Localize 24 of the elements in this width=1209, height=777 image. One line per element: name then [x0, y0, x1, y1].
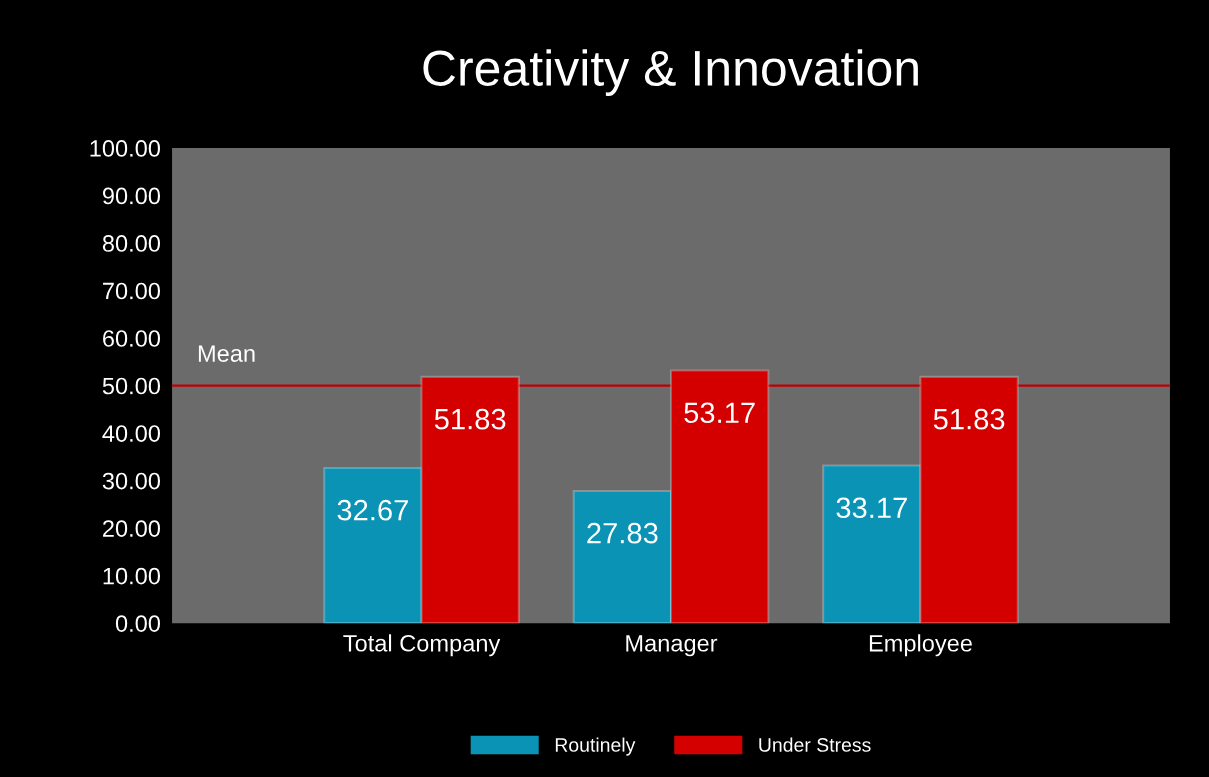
- x-tick-label: Employee: [869, 634, 972, 657]
- chart-title: Creativity & Innovation: [423, 49, 918, 96]
- data-label: 51.83: [434, 408, 506, 430]
- y-tick-label: 100.00: [90, 140, 161, 157]
- x-tick-label: Total Company: [343, 634, 501, 657]
- data-label: 32.67: [337, 499, 408, 521]
- y-tick-label: 10.00: [103, 567, 161, 585]
- legend-label: Routinely: [555, 737, 636, 756]
- y-tick-label: 90.00: [102, 187, 161, 205]
- data-label: 53.17: [684, 402, 755, 424]
- y-tick-label: 20.00: [103, 520, 161, 537]
- legend-label: Under Stress: [759, 737, 871, 752]
- data-label: 27.83: [587, 522, 658, 544]
- y-tick-label: 80.00: [102, 235, 161, 252]
- y-tick-label: 30.00: [102, 472, 161, 490]
- ref-line-label: Mean: [198, 345, 255, 362]
- y-tick-label: 50.00: [102, 377, 161, 395]
- data-label: 33.17: [836, 497, 907, 519]
- y-tick-label: 70.00: [103, 282, 161, 300]
- y-tick-label: 60.00: [103, 330, 161, 347]
- x-tick-label: Manager: [626, 635, 718, 657]
- y-tick-label: 40.00: [102, 425, 161, 442]
- y-tick-label: 0.00: [115, 615, 161, 632]
- data-label: 51.83: [933, 408, 1005, 430]
